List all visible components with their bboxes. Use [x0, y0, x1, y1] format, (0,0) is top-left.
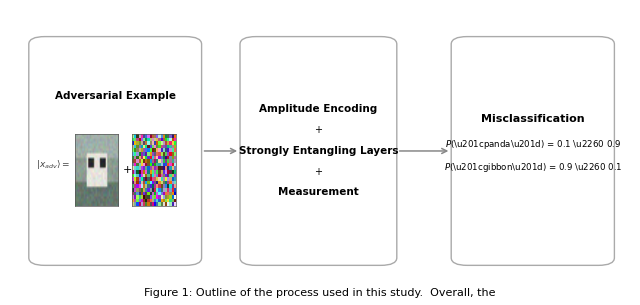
- Text: Figure 1: Outline of the process used in this study.  Overall, the: Figure 1: Outline of the process used in…: [144, 289, 496, 298]
- Text: +: +: [314, 167, 323, 177]
- Text: +: +: [314, 125, 323, 135]
- Text: Measurement: Measurement: [278, 188, 359, 197]
- Text: Misclassification: Misclassification: [481, 114, 584, 124]
- Text: $\mathit{P}$(\u201cpanda\u201d) = 0.1 \u2260 0.9: $\mathit{P}$(\u201cpanda\u201d) = 0.1 \u…: [445, 138, 621, 151]
- FancyBboxPatch shape: [29, 37, 202, 265]
- Text: $|x_{adv}\rangle =$: $|x_{adv}\rangle =$: [36, 158, 70, 171]
- Text: $\mathit{P}$(\u201cgibbon\u201d) = 0.9 \u2260 0.1: $\mathit{P}$(\u201cgibbon\u201d) = 0.9 \…: [444, 161, 622, 174]
- FancyBboxPatch shape: [451, 37, 614, 265]
- Text: Adversarial Example: Adversarial Example: [54, 91, 176, 101]
- Text: +: +: [123, 165, 132, 175]
- Text: Amplitude Encoding: Amplitude Encoding: [259, 105, 378, 114]
- FancyBboxPatch shape: [240, 37, 397, 265]
- Text: Strongly Entangling Layers: Strongly Entangling Layers: [239, 146, 398, 156]
